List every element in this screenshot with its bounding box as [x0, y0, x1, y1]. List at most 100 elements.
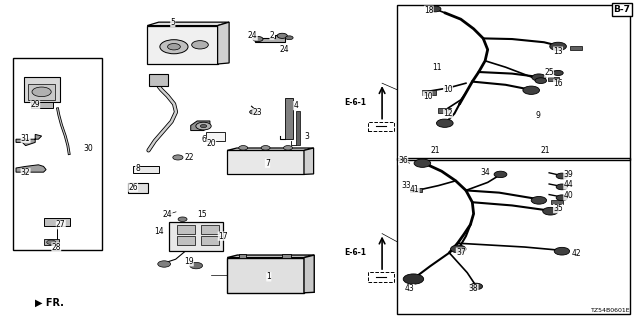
- Text: 25: 25: [544, 68, 554, 77]
- Bar: [201, 236, 219, 245]
- Bar: [149, 74, 168, 86]
- Circle shape: [200, 124, 207, 128]
- Text: 38: 38: [468, 284, 479, 293]
- Text: 9: 9: [535, 111, 540, 120]
- Polygon shape: [147, 22, 229, 26]
- Bar: [13, 58, 102, 250]
- Circle shape: [158, 261, 171, 267]
- Text: 17: 17: [218, 232, 228, 241]
- Text: 29: 29: [30, 100, 40, 109]
- Text: 15: 15: [196, 210, 207, 219]
- Text: 41: 41: [410, 185, 420, 194]
- Bar: [133, 166, 159, 173]
- Text: TZ54B0601E: TZ54B0601E: [591, 308, 630, 313]
- Bar: [177, 236, 195, 245]
- Bar: [177, 225, 195, 234]
- Bar: [570, 46, 582, 50]
- Text: 34: 34: [480, 168, 490, 177]
- Text: 30: 30: [83, 144, 93, 153]
- Text: 35: 35: [553, 204, 563, 213]
- Circle shape: [553, 70, 563, 76]
- Circle shape: [429, 6, 441, 12]
- Text: 37: 37: [456, 248, 466, 257]
- Text: 5: 5: [170, 18, 175, 27]
- Polygon shape: [227, 255, 314, 258]
- Text: 16: 16: [553, 79, 563, 88]
- Text: 23: 23: [252, 108, 262, 117]
- Polygon shape: [239, 254, 246, 258]
- Circle shape: [253, 36, 263, 42]
- Text: ▶ FR.: ▶ FR.: [35, 297, 64, 308]
- Text: 3: 3: [305, 132, 310, 140]
- Text: 11: 11: [433, 63, 442, 72]
- Polygon shape: [191, 121, 210, 131]
- Bar: [410, 188, 422, 193]
- Bar: [438, 108, 451, 113]
- Text: 24: 24: [163, 210, 173, 219]
- Text: 12: 12: [444, 109, 452, 118]
- Text: 44: 44: [563, 180, 573, 189]
- Bar: [128, 183, 148, 193]
- Text: 40: 40: [563, 191, 573, 200]
- Text: 20: 20: [206, 139, 216, 148]
- Circle shape: [531, 196, 547, 204]
- Circle shape: [403, 274, 424, 284]
- Bar: [201, 225, 219, 234]
- Polygon shape: [255, 35, 285, 42]
- Bar: [285, 98, 293, 139]
- Text: 13: 13: [553, 47, 563, 56]
- Text: 28: 28: [52, 243, 61, 252]
- Bar: [169, 222, 223, 251]
- Bar: [31, 102, 53, 108]
- Circle shape: [189, 262, 202, 269]
- Bar: [296, 111, 300, 145]
- Circle shape: [535, 78, 547, 84]
- Circle shape: [47, 240, 56, 244]
- Bar: [28, 84, 55, 100]
- Text: 21: 21: [541, 146, 550, 155]
- Bar: [368, 272, 394, 282]
- Circle shape: [178, 217, 187, 221]
- Polygon shape: [282, 254, 291, 258]
- Bar: [147, 26, 218, 64]
- Polygon shape: [16, 165, 46, 172]
- Bar: [227, 150, 304, 174]
- Circle shape: [451, 245, 466, 253]
- Text: 19: 19: [184, 257, 194, 266]
- Circle shape: [543, 207, 558, 215]
- Polygon shape: [16, 134, 42, 146]
- Text: 10: 10: [443, 85, 453, 94]
- Text: 1: 1: [266, 272, 271, 281]
- Polygon shape: [304, 148, 314, 174]
- Text: E-6-1: E-6-1: [344, 98, 366, 107]
- Circle shape: [284, 146, 292, 150]
- Text: 33: 33: [401, 181, 412, 190]
- Circle shape: [160, 40, 188, 54]
- Text: 26: 26: [128, 183, 138, 192]
- Circle shape: [550, 42, 566, 51]
- Circle shape: [554, 247, 570, 255]
- Circle shape: [196, 122, 211, 130]
- Text: 24: 24: [280, 45, 290, 54]
- Text: 31: 31: [20, 134, 31, 143]
- Bar: [44, 239, 59, 245]
- Text: 7: 7: [265, 159, 270, 168]
- Text: 6: 6: [201, 135, 206, 144]
- Text: 2: 2: [269, 31, 275, 40]
- Text: 8: 8: [135, 164, 140, 172]
- Circle shape: [556, 173, 568, 179]
- Circle shape: [436, 119, 453, 127]
- Circle shape: [239, 146, 248, 150]
- Text: 14: 14: [154, 228, 164, 236]
- Circle shape: [250, 110, 259, 114]
- Text: 21: 21: [431, 146, 440, 155]
- Text: 18: 18: [424, 6, 433, 15]
- Circle shape: [523, 86, 540, 94]
- Circle shape: [173, 155, 183, 160]
- Text: 36: 36: [398, 156, 408, 165]
- Bar: [44, 218, 70, 226]
- Text: 27: 27: [56, 220, 66, 229]
- Circle shape: [32, 87, 51, 97]
- Text: B-7: B-7: [613, 5, 630, 14]
- Circle shape: [285, 36, 293, 40]
